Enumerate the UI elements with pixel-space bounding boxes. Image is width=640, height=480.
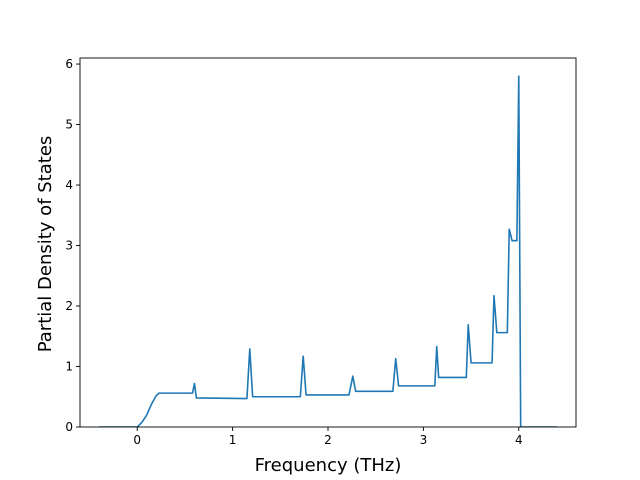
y-tick-label: 5 (65, 118, 73, 132)
y-axis-label: Partial Density of States (35, 136, 56, 353)
y-tick-label: 1 (65, 360, 73, 374)
y-axis-ticks: 0 1 2 3 4 5 6 (65, 57, 80, 434)
y-tick-label: 6 (65, 57, 73, 71)
y-tick-label: 3 (65, 239, 73, 253)
x-axis-label: Frequency (THz) (255, 455, 402, 476)
x-tick-label: 0 (133, 433, 141, 447)
y-tick-label: 4 (65, 178, 73, 192)
x-tick-label: 4 (515, 433, 523, 447)
x-tick-label: 1 (229, 433, 237, 447)
x-tick-label: 2 (324, 433, 332, 447)
y-tick-label: 0 (65, 420, 73, 434)
x-axis-ticks: 0 1 2 3 4 (133, 427, 523, 447)
series-line-1 (99, 75, 557, 427)
x-tick-label: 3 (420, 433, 428, 447)
y-tick-label: 2 (65, 299, 73, 313)
